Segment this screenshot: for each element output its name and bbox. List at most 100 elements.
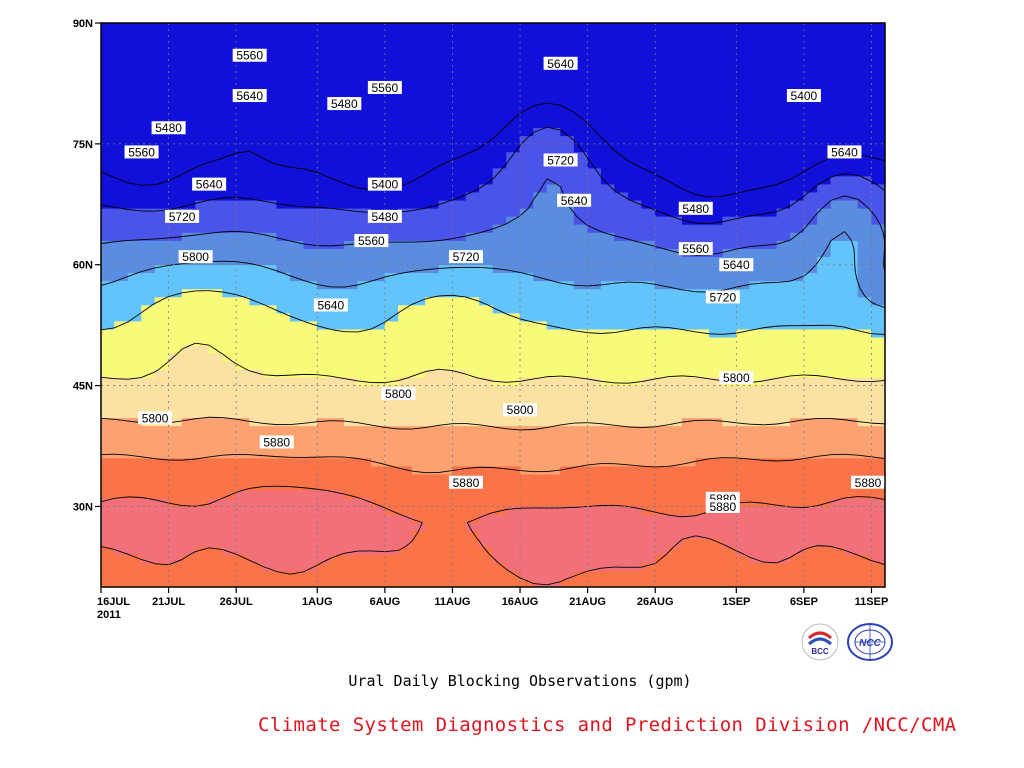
fill-cell [101,256,115,266]
fill-cell [479,183,494,193]
fill-cell [736,393,751,402]
fill-cell [722,473,737,483]
contour-line [695,376,701,378]
contour-line [587,463,602,466]
fill-cell [452,304,467,314]
contour-line [641,326,656,329]
fill-cell [262,369,278,378]
contour-line [614,281,629,284]
fill-cell [465,320,480,330]
fill-cell [479,103,494,112]
contour-line [695,331,710,335]
fill-cell [452,183,467,193]
fill-cell [546,111,561,120]
fill-cell [722,433,737,443]
fill-cell [492,449,507,459]
contour-line [682,538,685,540]
fill-cell [425,38,440,48]
fill-cell [114,272,129,282]
fill-cell [708,256,724,266]
contour-line [357,422,372,426]
fill-cell [479,530,494,539]
fill-cell [790,38,805,48]
contour-line [601,332,615,334]
fill-cell [492,103,507,112]
fill-cell [533,554,548,564]
fill-cell [127,514,142,523]
fill-cell [371,369,386,378]
contour-line [695,514,701,517]
fill-cell [654,320,670,330]
contour-line [201,456,210,459]
contour-line [628,506,642,510]
fill-cell [330,417,345,427]
fill-cell [357,23,372,32]
fill-cell [289,183,305,193]
fill-cell [654,54,670,64]
fill-cell [168,425,183,435]
fill-cell [668,506,683,515]
fill-cell [506,361,521,370]
contour-line [506,313,521,320]
fill-cell [411,103,426,112]
fill-cell [316,425,332,435]
fill-cell [438,143,453,153]
fill-cell [168,288,183,298]
fill-cell [600,530,615,539]
fill-cell [127,87,142,96]
fill-cell [303,296,318,306]
fill-cell [384,159,399,169]
fill-cell [871,336,885,346]
fill-cell [222,530,237,539]
fill-cell [763,530,778,539]
fill-cell [425,151,440,161]
fill-cell [127,409,142,419]
fill-cell [681,167,697,177]
fill-cell [438,570,453,580]
fill-cell [452,385,467,394]
fill-cell [452,288,467,298]
fill-cell [776,530,791,539]
fill-cell [411,38,426,48]
fill-cell [330,353,345,362]
fill-cell [438,377,453,386]
fill-cell [371,30,386,40]
fill-cell [479,538,494,548]
contour-line [803,546,814,550]
fill-cell [303,183,318,193]
fill-cell [830,481,845,491]
contour-line [168,353,179,362]
contour-line [859,288,866,298]
fill-cell [425,79,440,88]
contour-line [506,428,521,431]
fill-cell [168,79,183,88]
fill-cell [208,159,223,169]
fill-cell [695,546,710,556]
fill-cell [830,38,845,48]
fill-cell [398,473,413,483]
fill-cell [857,248,872,257]
contour-label-box [124,145,159,159]
contour-line [791,275,805,282]
fill-cell [844,401,859,411]
fill-cell [101,280,115,290]
fill-cell [857,457,872,467]
fill-cell [857,272,872,282]
fill-cell [803,103,818,112]
fill-cell [830,167,845,177]
fill-cell [573,46,588,56]
fill-cell [641,490,656,499]
fill-cell [168,514,183,523]
fill-cell [479,79,494,88]
fill-cell [790,498,805,507]
fill-cell [289,280,305,290]
contour-line [242,488,250,491]
contour-line [857,330,872,335]
fill-cell [817,199,832,209]
fill-cell [249,449,264,459]
contour-line [209,159,218,163]
fill-cell [425,240,440,249]
contour-line [560,129,569,137]
fill-cell [181,506,196,515]
fill-cell [763,546,778,556]
